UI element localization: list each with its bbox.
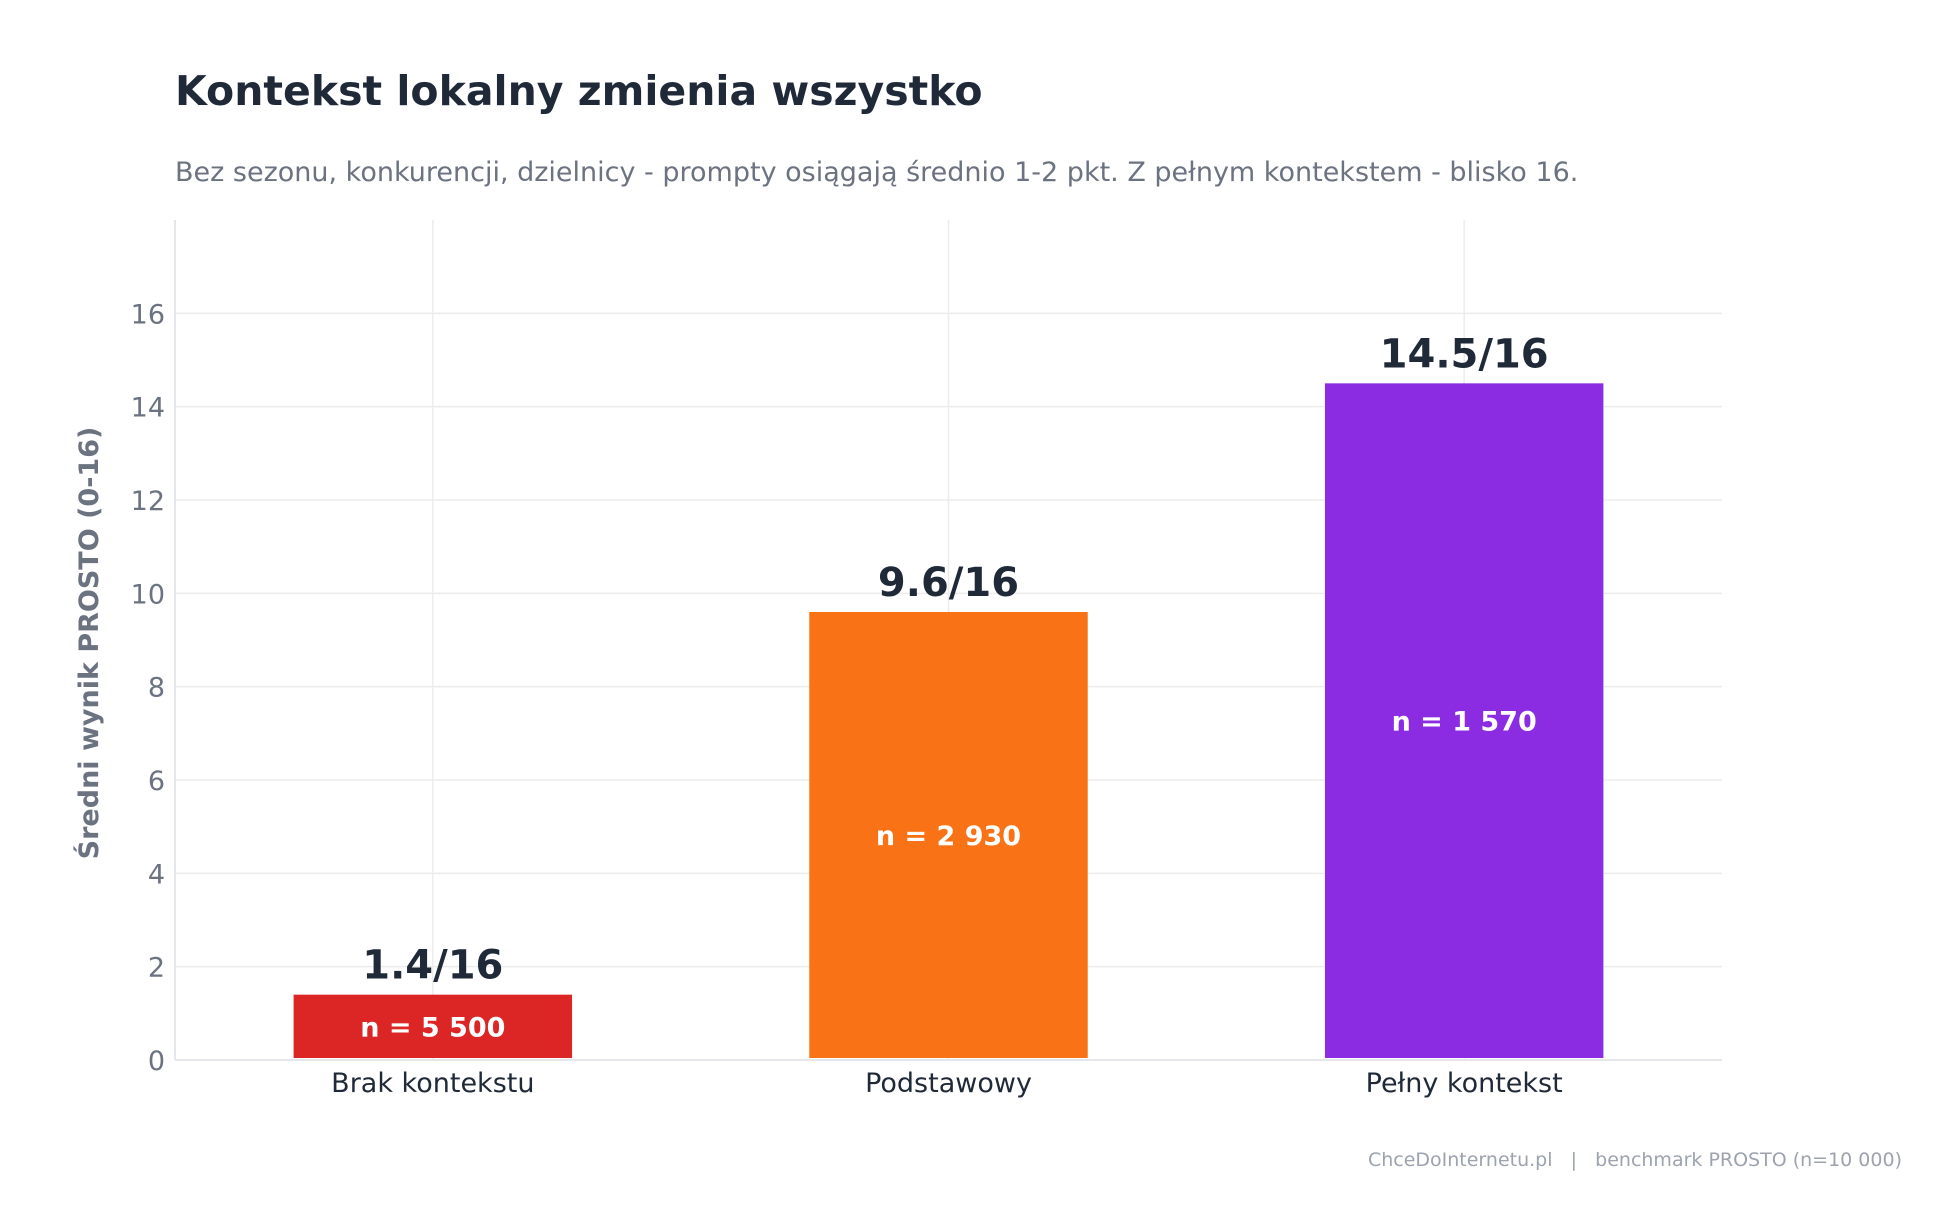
x-tick-label: Brak kontekstu xyxy=(331,1068,534,1099)
chart-title: Kontekst lokalny zmienia wszystko xyxy=(175,67,983,115)
y-tick-label: 2 xyxy=(148,953,165,984)
bar xyxy=(809,612,1088,1058)
y-tick-label: 12 xyxy=(131,486,165,517)
y-tick-label: 10 xyxy=(131,579,165,610)
y-tick-label: 6 xyxy=(148,766,165,797)
y-axis-label: Średni wynik PROSTO (0-16) xyxy=(73,427,105,860)
grid-layer xyxy=(174,220,1722,1061)
bar-sample-size-label: n = 1 570 xyxy=(1392,707,1537,738)
y-tick-label: 14 xyxy=(131,393,165,424)
bar-value-label: 14.5/16 xyxy=(1380,331,1549,377)
chart-subtitle: Bez sezonu, konkurencji, dzielnicy - pro… xyxy=(175,157,1578,188)
y-tick-label: 16 xyxy=(131,299,165,330)
x-tick-label: Pełny kontekst xyxy=(1366,1068,1563,1099)
y-tick-label: 0 xyxy=(148,1046,165,1077)
bar-sample-size-label: n = 5 500 xyxy=(360,1012,505,1043)
bar xyxy=(293,994,573,1058)
x-tick-label: Podstawowy xyxy=(865,1068,1032,1099)
bars-layer xyxy=(293,383,1604,1058)
y-tick-label: 4 xyxy=(148,859,165,890)
bar-value-label: 9.6/16 xyxy=(878,560,1019,606)
labels-layer: 0 2 4 6 8 10 12 14 16 1.4/16 n = 5 500 Brak konteks… xyxy=(131,299,1563,1099)
y-tick-label: 8 xyxy=(148,673,165,704)
bar-sample-size-label: n = 2 930 xyxy=(876,821,1021,852)
bar xyxy=(1324,383,1604,1058)
bar-value-label: 1.4/16 xyxy=(362,943,503,989)
chart-footer: ChceDoInternetu.pl | benchmark PROSTO (n… xyxy=(1368,1149,1902,1171)
